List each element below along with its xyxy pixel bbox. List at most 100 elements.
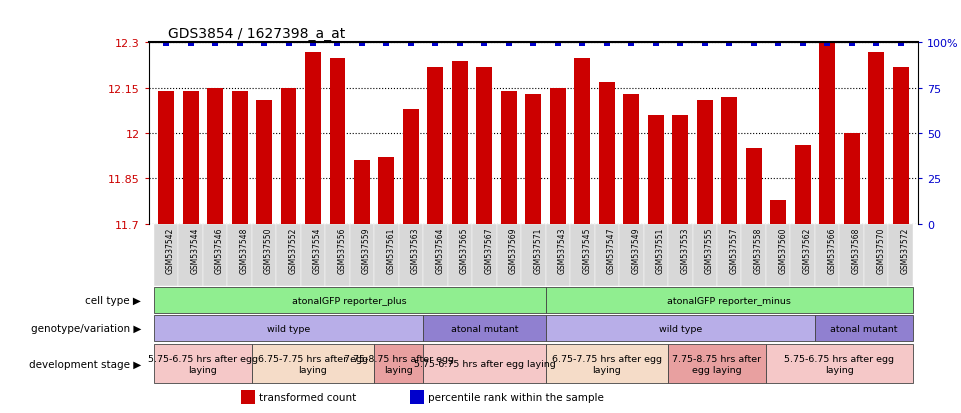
Bar <box>791 224 815 286</box>
Bar <box>595 224 619 286</box>
Bar <box>570 224 595 286</box>
Bar <box>795 146 811 224</box>
Bar <box>179 224 203 286</box>
Bar <box>428 67 443 224</box>
Bar <box>154 224 179 286</box>
Bar <box>305 52 321 224</box>
Bar <box>844 134 859 224</box>
Text: genotype/variation ▶: genotype/variation ▶ <box>31 324 141 334</box>
Bar <box>546 344 668 383</box>
Bar <box>208 88 223 224</box>
Text: atonalGFP reporter_minus: atonalGFP reporter_minus <box>667 296 791 305</box>
Bar <box>766 344 913 383</box>
Text: GSM537566: GSM537566 <box>827 227 836 274</box>
Text: cell type ▶: cell type ▶ <box>86 295 141 305</box>
Bar <box>374 224 399 286</box>
Bar <box>154 287 546 313</box>
Text: GSM537565: GSM537565 <box>460 227 469 274</box>
Bar <box>546 316 815 342</box>
Text: GSM537551: GSM537551 <box>655 227 665 273</box>
Bar <box>423 316 546 342</box>
Text: GSM537572: GSM537572 <box>900 227 910 273</box>
Text: GSM537559: GSM537559 <box>362 227 371 274</box>
Bar <box>497 224 521 286</box>
Text: GSM537545: GSM537545 <box>582 227 591 274</box>
Bar <box>722 97 737 224</box>
Bar <box>228 224 252 286</box>
Bar <box>624 95 639 224</box>
Bar <box>232 92 248 224</box>
Bar <box>154 344 252 383</box>
Text: 7.75-8.75 hrs after
egg laying: 7.75-8.75 hrs after egg laying <box>673 354 761 374</box>
Text: GSM537564: GSM537564 <box>435 227 444 274</box>
Bar <box>770 200 786 224</box>
Bar <box>546 287 913 313</box>
Text: GSM537552: GSM537552 <box>288 227 298 273</box>
Bar <box>252 344 374 383</box>
Text: GSM537568: GSM537568 <box>851 227 861 273</box>
Text: GDS3854 / 1627398_a_at: GDS3854 / 1627398_a_at <box>168 27 345 41</box>
Bar <box>477 67 492 224</box>
Bar <box>521 224 546 286</box>
Text: GSM537570: GSM537570 <box>876 227 885 274</box>
Text: 5.75-6.75 hrs after egg
laying: 5.75-6.75 hrs after egg laying <box>148 354 258 374</box>
Bar <box>423 344 546 383</box>
Bar <box>325 224 350 286</box>
Bar <box>742 224 766 286</box>
Bar <box>648 116 664 224</box>
Text: wild type: wild type <box>267 324 310 333</box>
Bar <box>644 224 668 286</box>
Bar <box>619 224 644 286</box>
Bar <box>815 316 913 342</box>
Text: GSM537553: GSM537553 <box>680 227 689 274</box>
Text: GSM537546: GSM537546 <box>215 227 224 274</box>
Bar <box>766 224 791 286</box>
Text: 5.75-6.75 hrs after egg
laying: 5.75-6.75 hrs after egg laying <box>784 354 895 374</box>
Bar <box>550 88 566 224</box>
Bar <box>526 95 541 224</box>
Bar <box>673 116 688 224</box>
Bar <box>256 101 272 224</box>
Bar <box>693 224 717 286</box>
Text: wild type: wild type <box>658 324 702 333</box>
Bar <box>717 224 742 286</box>
Bar <box>746 149 762 224</box>
Bar <box>448 224 472 286</box>
Bar <box>159 92 174 224</box>
Text: GSM537547: GSM537547 <box>606 227 616 274</box>
Text: GSM537557: GSM537557 <box>729 227 738 274</box>
Bar <box>241 390 255 404</box>
Bar <box>697 101 713 224</box>
Bar <box>888 224 913 286</box>
Bar <box>501 92 517 224</box>
Text: GSM537548: GSM537548 <box>239 227 249 273</box>
Bar <box>819 43 835 224</box>
Bar <box>815 224 839 286</box>
Bar <box>183 92 199 224</box>
Bar <box>839 224 864 286</box>
Bar <box>379 158 394 224</box>
Text: GSM537554: GSM537554 <box>313 227 322 274</box>
Bar <box>472 224 497 286</box>
Bar <box>403 109 419 224</box>
Text: GSM537550: GSM537550 <box>264 227 273 274</box>
Text: atonalGFP reporter_plus: atonalGFP reporter_plus <box>292 296 407 305</box>
Bar <box>276 224 301 286</box>
Text: GSM537560: GSM537560 <box>778 227 787 274</box>
Text: 7.75-8.75 hrs after egg
laying: 7.75-8.75 hrs after egg laying <box>344 354 454 374</box>
Bar <box>893 67 908 224</box>
Bar <box>575 58 590 224</box>
Text: development stage ▶: development stage ▶ <box>29 359 141 369</box>
Text: GSM537563: GSM537563 <box>411 227 420 274</box>
Bar <box>423 224 448 286</box>
Bar <box>668 224 693 286</box>
Text: 6.75-7.75 hrs after egg
laying: 6.75-7.75 hrs after egg laying <box>552 354 662 374</box>
Bar <box>203 224 228 286</box>
Text: GSM537542: GSM537542 <box>166 227 175 273</box>
Bar <box>350 224 374 286</box>
Text: 6.75-7.75 hrs after egg
laying: 6.75-7.75 hrs after egg laying <box>258 354 368 374</box>
Text: 5.75-6.75 hrs after egg laying: 5.75-6.75 hrs after egg laying <box>413 359 555 368</box>
Bar <box>374 344 423 383</box>
Bar <box>330 58 345 224</box>
Bar <box>281 88 297 224</box>
